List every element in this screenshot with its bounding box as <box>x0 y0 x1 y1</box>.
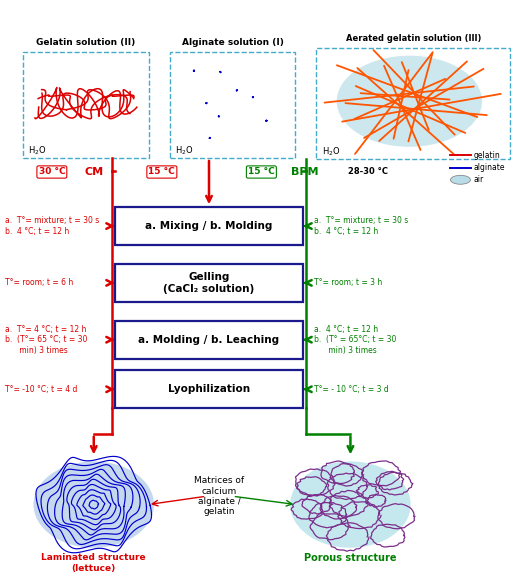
Text: 28-30 °C: 28-30 °C <box>348 168 388 176</box>
Text: a.  T°= mixture; t = 30 s
b.  4 °C; t = 12 h: a. T°= mixture; t = 30 s b. 4 °C; t = 12… <box>5 217 99 236</box>
Ellipse shape <box>450 175 470 184</box>
Text: BPM: BPM <box>290 167 318 177</box>
Text: Aerated gelatin solution (III): Aerated gelatin solution (III) <box>346 34 481 43</box>
Text: H$_2$O: H$_2$O <box>29 145 47 157</box>
Text: Porous structure: Porous structure <box>304 554 397 563</box>
Text: T°= room; t = 3 h: T°= room; t = 3 h <box>314 278 382 287</box>
Text: 15 °C: 15 °C <box>148 168 175 176</box>
Text: T°= room; t = 6 h: T°= room; t = 6 h <box>5 278 73 287</box>
FancyBboxPatch shape <box>115 264 303 302</box>
Text: Gelatin solution (II): Gelatin solution (II) <box>36 39 136 47</box>
Text: T°= - 10 °C; t = 3 d: T°= - 10 °C; t = 3 d <box>314 385 389 394</box>
Bar <box>169 52 296 158</box>
FancyBboxPatch shape <box>115 207 303 245</box>
Text: air: air <box>474 175 484 184</box>
Text: a.  4 °C; t = 12 h
b.  (T° = 65°C; t = 30
      min) 3 times: a. 4 °C; t = 12 h b. (T° = 65°C; t = 30 … <box>314 325 396 355</box>
Text: T°= -10 °C; t = 4 d: T°= -10 °C; t = 4 d <box>5 385 77 394</box>
Ellipse shape <box>337 56 482 147</box>
Text: a.  T°= mixture; t = 30 s
b.  4 °C; t = 12 h: a. T°= mixture; t = 30 s b. 4 °C; t = 12… <box>314 217 408 236</box>
Bar <box>23 52 149 158</box>
Text: Lyophilization: Lyophilization <box>168 384 250 394</box>
Text: H$_2$O: H$_2$O <box>322 146 340 158</box>
Ellipse shape <box>33 461 154 548</box>
Text: Gelling
(CaCl₂ solution): Gelling (CaCl₂ solution) <box>163 272 254 294</box>
FancyBboxPatch shape <box>115 370 303 408</box>
Ellipse shape <box>290 461 411 548</box>
Text: alginate: alginate <box>474 163 505 172</box>
Text: Matrices of
calcium
alginate /
gelatin: Matrices of calcium alginate / gelatin <box>194 476 244 516</box>
Text: Laminated structure
(lettuce): Laminated structure (lettuce) <box>41 554 146 573</box>
Text: gelatin: gelatin <box>474 151 501 160</box>
Text: a.  T°= 4 °C; t = 12 h
b.  (T°= 65 °C; t = 30
      min) 3 times: a. T°= 4 °C; t = 12 h b. (T°= 65 °C; t =… <box>5 325 87 355</box>
Text: 30 °C: 30 °C <box>39 168 65 176</box>
FancyBboxPatch shape <box>115 321 303 359</box>
Text: a. Molding / b. Leaching: a. Molding / b. Leaching <box>138 335 279 344</box>
Bar <box>316 48 510 159</box>
Text: CM: CM <box>84 167 103 177</box>
Text: H$_2$O: H$_2$O <box>175 145 193 157</box>
Text: Alginate solution (I): Alginate solution (I) <box>182 39 284 47</box>
Text: 15 °C: 15 °C <box>248 168 275 176</box>
Text: a. Mixing / b. Molding: a. Mixing / b. Molding <box>145 221 272 231</box>
